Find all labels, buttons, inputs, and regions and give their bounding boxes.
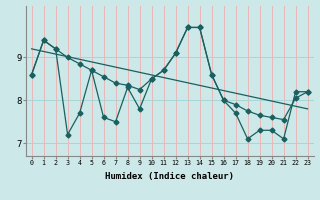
X-axis label: Humidex (Indice chaleur): Humidex (Indice chaleur)	[105, 172, 234, 181]
